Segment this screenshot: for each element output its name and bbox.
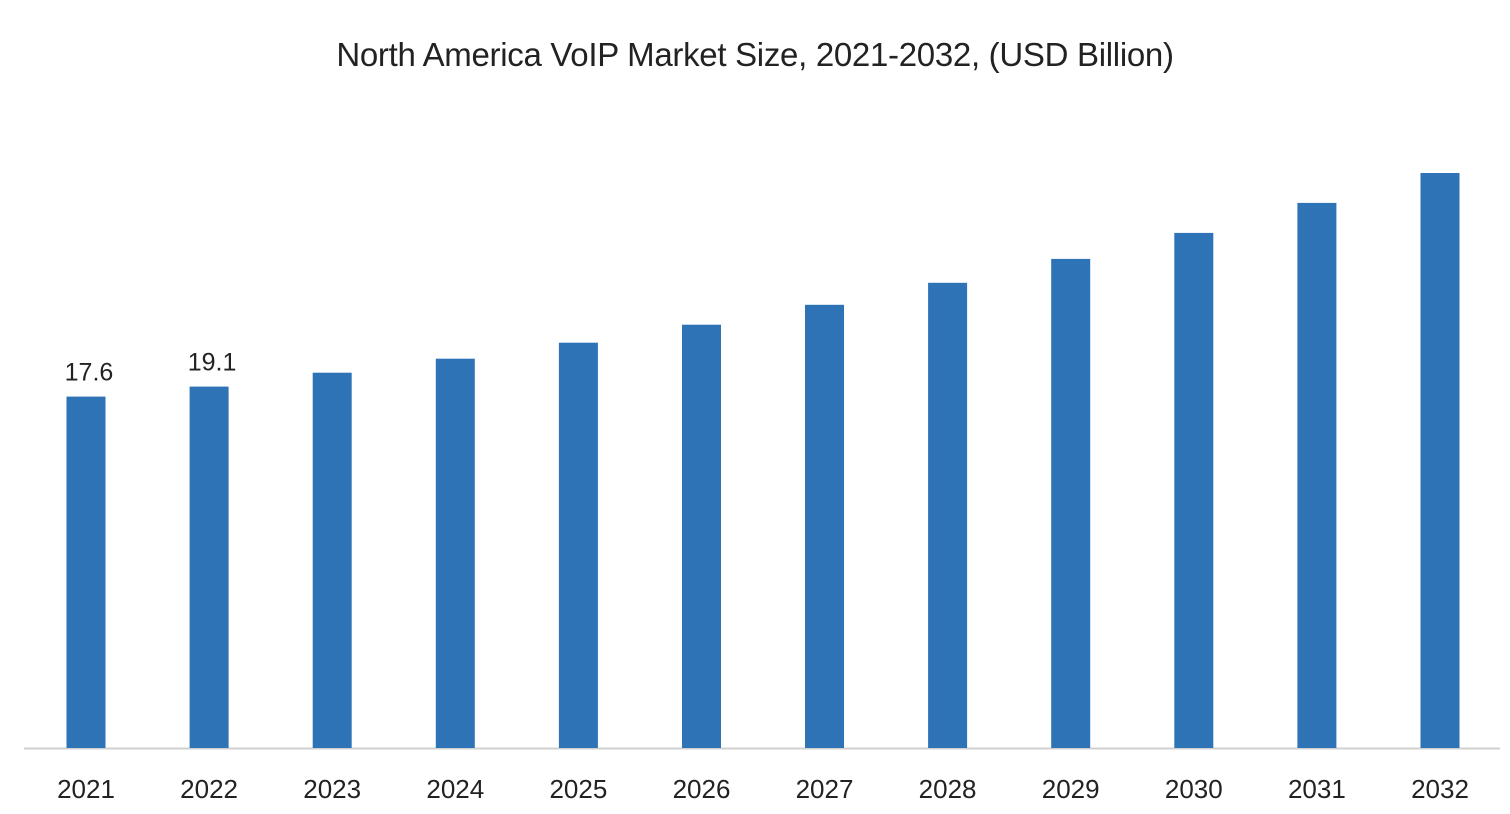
x-tick-label: 2021: [57, 774, 115, 804]
bar-2022: [189, 386, 229, 748]
x-tick-label: 2022: [180, 774, 238, 804]
bar-2024: [435, 358, 475, 748]
bar-2027: [805, 304, 844, 748]
bar-2031: [1297, 202, 1337, 748]
x-tick-label: 2023: [303, 774, 361, 804]
bar-2025: [558, 342, 598, 748]
x-tick-label: 2027: [796, 774, 854, 804]
bar-2030: [1174, 232, 1214, 748]
chart-title: North America VoIP Market Size, 2021-203…: [336, 36, 1174, 73]
bar-2023: [312, 372, 352, 748]
x-tick-label: 2029: [1042, 774, 1100, 804]
x-tick-label: 2028: [919, 774, 977, 804]
bar-2032: [1420, 173, 1460, 748]
data-label: 17.6: [65, 359, 114, 387]
data-label: 19.1: [188, 349, 237, 377]
x-tick-label: 2025: [549, 774, 607, 804]
bar-2029: [1051, 258, 1091, 748]
bar-2026: [682, 324, 721, 748]
bar-2028: [928, 282, 968, 748]
x-tick-label: 2026: [673, 774, 731, 804]
x-tick-label: 2024: [426, 774, 484, 804]
x-tick-label: 2032: [1411, 774, 1469, 804]
bar-2021: [66, 396, 106, 748]
x-tick-label: 2030: [1165, 774, 1223, 804]
x-tick-label: 2031: [1288, 774, 1346, 804]
